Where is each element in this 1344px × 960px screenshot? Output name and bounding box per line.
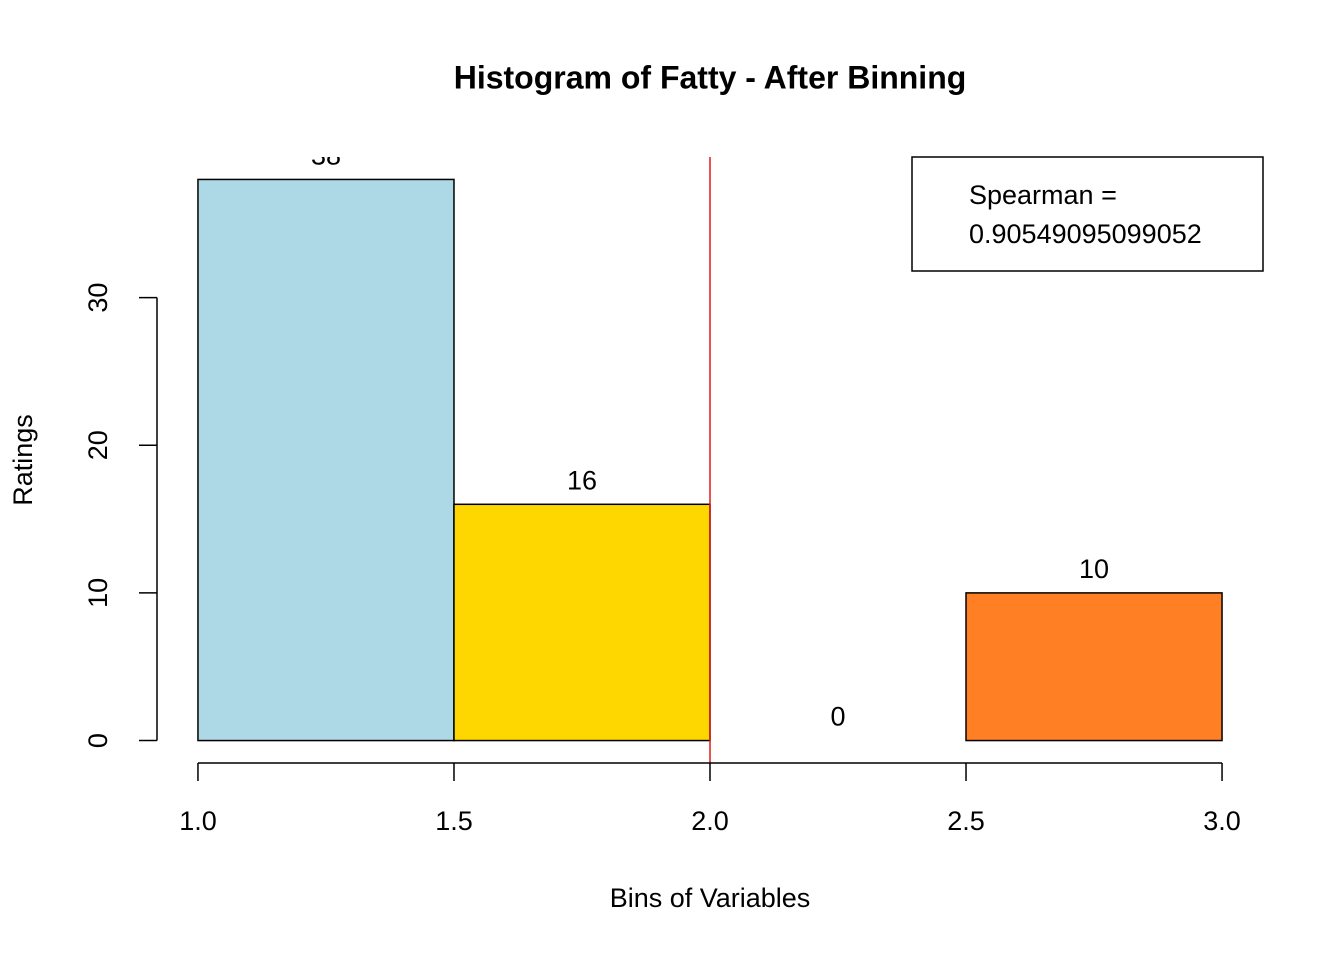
x-tick-label: 2.5	[947, 806, 985, 836]
x-tick-label: 1.5	[435, 806, 473, 836]
legend-text: Spearman =	[969, 180, 1117, 210]
plot-area: 38 16 0 10	[197, 141, 1223, 763]
y-tick-label: 0	[83, 733, 113, 748]
x-tick-label: 3.0	[1203, 806, 1241, 836]
y-tick-label: 20	[83, 430, 113, 460]
y-tick-label: 30	[83, 283, 113, 313]
bar	[197, 178, 455, 742]
value-label: 16	[567, 465, 597, 495]
legend-text: 0.90549095099052	[969, 219, 1202, 249]
bar	[965, 592, 1223, 742]
value-label: 38	[311, 141, 341, 171]
y-tick-label: 10	[83, 578, 113, 608]
x-tick-label: 1.0	[179, 806, 217, 836]
y-axis-label: Ratings	[8, 414, 38, 506]
legend-box	[911, 156, 1264, 272]
value-label: 0	[830, 702, 845, 732]
x-axis-label: Bins of Variables	[610, 883, 811, 913]
x-tick-label: 2.0	[691, 806, 729, 836]
bar	[453, 503, 711, 742]
value-label: 10	[1079, 554, 1109, 584]
chart-title: Histogram of Fatty - After Binning	[454, 59, 967, 95]
